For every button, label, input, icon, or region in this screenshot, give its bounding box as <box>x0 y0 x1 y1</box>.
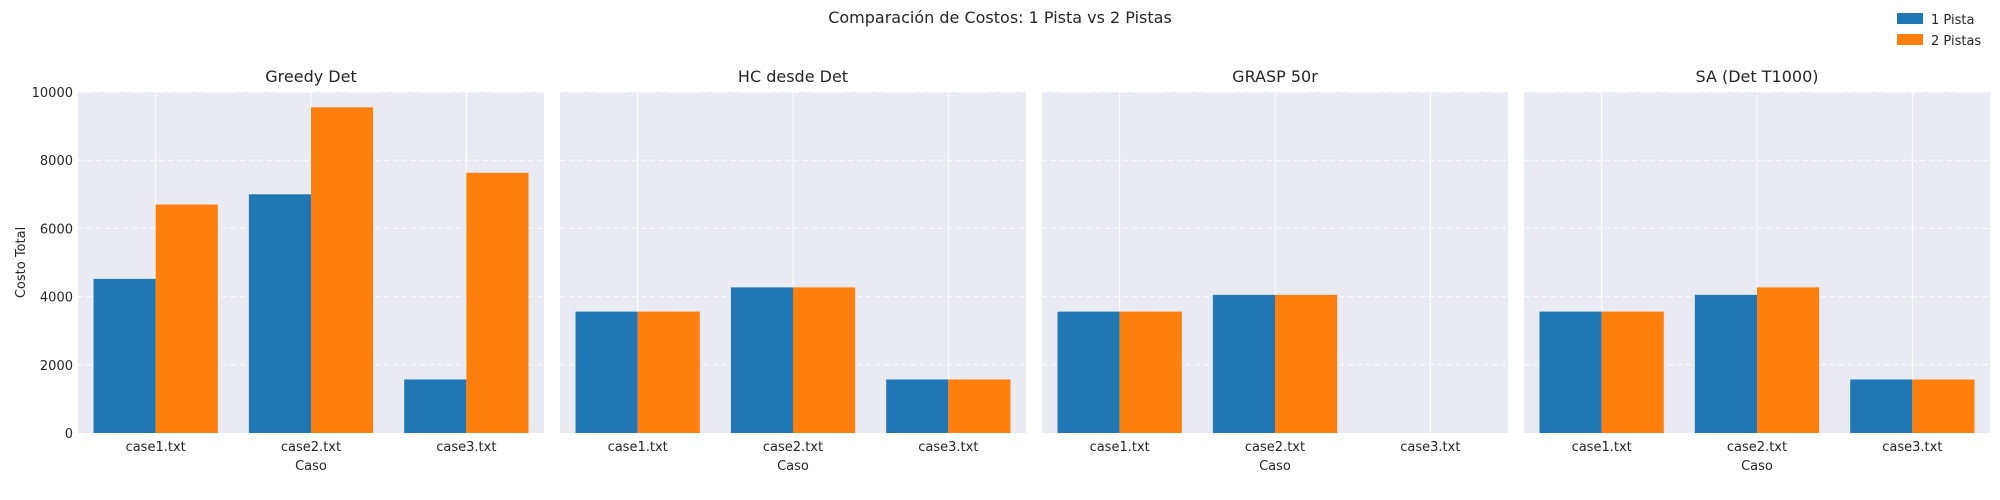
legend-swatch-1-pista <box>1897 13 1923 24</box>
bar-2-pistas-case3-txt <box>948 379 1011 433</box>
bar-2-pistas-case2-txt <box>1757 287 1820 433</box>
y-tick-label: 6000 <box>40 222 73 237</box>
y-tick-label: 2000 <box>40 359 73 374</box>
x-tick-label: case3.txt <box>1400 440 1460 455</box>
bar-2-pistas-case1-txt <box>637 311 700 433</box>
bar-2-pistas-case1-txt <box>1601 311 1664 433</box>
panel-hc-desde-det: HC desde Det case1.txt case2.txt case3.txt C… <box>560 67 1026 474</box>
bar-2-pistas-case1-txt <box>1119 311 1182 433</box>
bar-1-pista-case2-txt <box>1694 294 1757 433</box>
x-tick-label: case2.txt <box>1245 440 1305 455</box>
panel-greedy-det: Greedy Det case1.txt case2.txt case3.txt Cas… <box>14 67 544 474</box>
bar-2-pistas-case3-txt <box>466 172 529 433</box>
y-tick-label: 4000 <box>40 291 73 306</box>
x-tick-label: case1.txt <box>1572 440 1632 455</box>
legend: 1 Pista 2 Pistas <box>1897 13 1981 49</box>
panel-title: SA (Det T1000) <box>1696 67 1819 86</box>
panel-title: HC desde Det <box>738 67 848 86</box>
x-tick-label: case2.txt <box>281 440 341 455</box>
panel-title: Greedy Det <box>265 67 356 86</box>
bar-1-pista-case3-txt <box>1850 379 1913 433</box>
bar-2-pistas-case3-txt <box>1912 379 1975 433</box>
bar-2-pistas-case2-txt <box>1275 294 1338 433</box>
x-tick-label: case3.txt <box>436 440 496 455</box>
x-axis-label: Caso <box>1259 459 1291 474</box>
panel-sa-det-t1000: SA (Det T1000) case1.txt case2.txt case3.tx… <box>1524 67 1990 474</box>
bar-2-pistas-case2-txt <box>311 107 374 433</box>
legend-label-2-pistas: 2 Pistas <box>1931 34 1981 49</box>
y-tick-label: 0 <box>65 427 73 442</box>
x-tick-label: case1.txt <box>126 440 186 455</box>
bar-1-pista-case1-txt <box>1539 311 1602 433</box>
bar-2-pistas-case2-txt <box>793 287 856 433</box>
x-axis-label: Caso <box>777 459 809 474</box>
x-tick-label: case3.txt <box>918 440 978 455</box>
x-tick-label: case2.txt <box>1727 440 1787 455</box>
panels: Greedy Det case1.txt case2.txt case3.txt Cas… <box>14 67 1990 474</box>
bar-1-pista-case1-txt <box>575 311 638 433</box>
x-tick-label: case1.txt <box>608 440 668 455</box>
x-axis-label: Caso <box>1741 459 1773 474</box>
legend-label-1-pista: 1 Pista <box>1931 13 1974 28</box>
legend-swatch-2-pistas <box>1897 34 1923 45</box>
y-tick-label: 10000 <box>32 86 73 101</box>
y-axis-label: Costo Total <box>14 227 29 298</box>
bar-1-pista-case3-txt <box>404 379 467 433</box>
bar-1-pista-case1-txt <box>1057 311 1120 433</box>
bar-2-pistas-case1-txt <box>155 204 218 433</box>
figure-title: Comparación de Costos: 1 Pista vs 2 Pist… <box>828 8 1172 27</box>
bar-1-pista-case3-txt <box>886 379 949 433</box>
x-tick-label: case3.txt <box>1882 440 1942 455</box>
x-axis-label: Caso <box>295 459 327 474</box>
y-tick-label: 8000 <box>40 154 73 169</box>
panel-grasp-50r: GRASP 50r case1.txt case2.txt case3.txt Caso <box>1042 67 1508 474</box>
bar-1-pista-case2-txt <box>248 194 311 433</box>
bar-1-pista-case1-txt <box>93 278 156 433</box>
bar-1-pista-case2-txt <box>730 287 793 433</box>
x-tick-label: case2.txt <box>763 440 823 455</box>
x-tick-label: case1.txt <box>1090 440 1150 455</box>
panel-title: GRASP 50r <box>1232 67 1318 86</box>
bar-1-pista-case2-txt <box>1212 294 1275 433</box>
